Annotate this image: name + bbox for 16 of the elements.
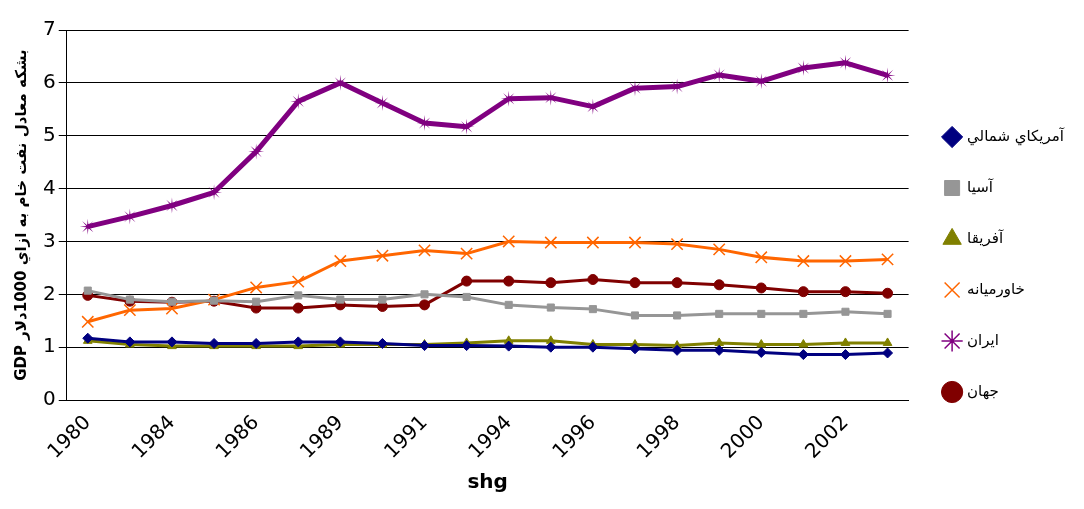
x-axis-title: shg (467, 469, 508, 494)
y-tick-label: 4 (42, 174, 56, 199)
y-tick-label: 0 (42, 386, 56, 411)
y-tick-label: 1 (42, 333, 56, 358)
legend-label: آمريکاي شمالي (967, 126, 1065, 146)
legend-label: آفريقا (967, 228, 1004, 247)
legend-label: آسيا (967, 177, 994, 196)
legend-label: ايران (967, 330, 999, 349)
y-tick-label: 2 (42, 280, 56, 305)
y-tick-label: 3 (42, 227, 56, 252)
y-tick-label: 6 (42, 69, 56, 94)
legend-label: خاورميانه (967, 279, 1025, 298)
y-axis-title: بشکه معادل نفت خام به ازاي 1000دلار GDP (11, 49, 31, 381)
y-tick-label: 5 (42, 121, 56, 146)
y-tick-label: 7 (42, 16, 56, 41)
legend-label: جهان (967, 381, 999, 400)
